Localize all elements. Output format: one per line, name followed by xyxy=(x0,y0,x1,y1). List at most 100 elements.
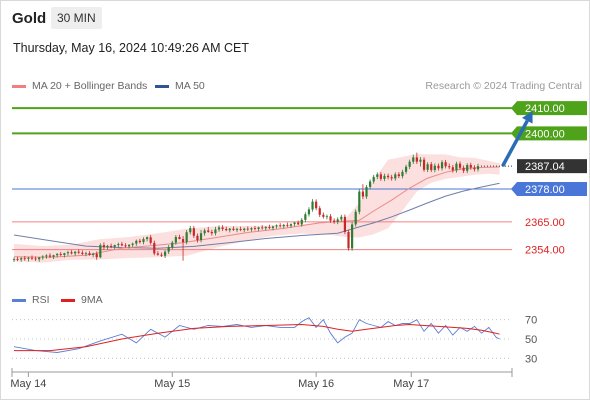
candle-body xyxy=(340,216,343,220)
candle-body xyxy=(84,253,88,255)
candle-body xyxy=(192,228,195,236)
candle-body xyxy=(59,253,62,255)
candle-body xyxy=(81,252,84,254)
candle-body xyxy=(451,167,454,171)
candle-body xyxy=(390,177,393,179)
candle-body xyxy=(124,245,127,247)
candle-body xyxy=(171,242,174,248)
ma50-line xyxy=(13,182,500,249)
candle-body xyxy=(365,186,368,197)
timeframe-button[interactable]: 30 MIN xyxy=(51,7,102,29)
candle-body xyxy=(293,222,296,225)
candle-body xyxy=(189,228,192,233)
credit-text: Research © 2024 Trading Central xyxy=(425,80,582,92)
candle-body xyxy=(142,239,145,243)
forecast-arrow-shaft xyxy=(501,119,529,167)
legend-item-ma50: MA 50 xyxy=(155,80,205,92)
candle-body xyxy=(412,157,415,162)
candle-body xyxy=(347,231,350,249)
candle-body xyxy=(48,255,52,257)
candle-body xyxy=(433,165,436,171)
candle-body xyxy=(372,176,375,182)
legend-item-9ma: 9MA xyxy=(61,294,103,306)
rsi-9ma-line xyxy=(14,323,500,352)
candle-body xyxy=(401,171,404,177)
candle-body xyxy=(318,208,321,215)
candle-body xyxy=(458,163,462,168)
candle-body xyxy=(163,251,167,256)
candle-body xyxy=(257,227,260,229)
candle-body xyxy=(145,237,149,240)
candle-body xyxy=(210,231,213,234)
candle-body xyxy=(264,226,267,229)
candle-body xyxy=(250,228,253,230)
ma20-line xyxy=(13,166,500,258)
candle-body xyxy=(271,226,275,228)
candle-body xyxy=(52,255,55,257)
candle-body xyxy=(196,235,199,241)
candle-body xyxy=(455,163,458,171)
candle-body xyxy=(160,254,163,256)
candle-body xyxy=(462,167,465,171)
x-tick-label: May 16 xyxy=(298,378,334,390)
candle-body xyxy=(361,191,364,197)
candle-body xyxy=(279,225,282,227)
candle-body xyxy=(329,216,332,221)
candle-body xyxy=(203,230,206,234)
candle-body xyxy=(426,164,429,170)
candle-body xyxy=(246,228,249,230)
candle-body xyxy=(351,224,354,249)
candle-body xyxy=(30,257,34,259)
candle-body xyxy=(131,243,134,245)
candle-body xyxy=(440,162,444,169)
forecast-arrow-head xyxy=(522,111,533,124)
candle-body xyxy=(88,253,91,255)
candle-body xyxy=(34,258,37,260)
candle-body xyxy=(20,258,23,260)
candle-body xyxy=(110,245,113,247)
candle-body xyxy=(333,220,336,222)
candle-body xyxy=(404,166,408,172)
candle-body xyxy=(199,233,203,241)
candle-body xyxy=(325,216,329,218)
candle-body xyxy=(368,181,372,187)
candle-body xyxy=(225,228,228,231)
candle-body xyxy=(95,253,98,258)
candle-body xyxy=(221,227,224,229)
candle-body xyxy=(235,228,239,230)
candle-body xyxy=(397,174,400,177)
candle-body xyxy=(74,251,77,254)
candle-body xyxy=(408,161,411,167)
candle-body xyxy=(102,245,106,248)
chart-header: Gold 30 MIN xyxy=(0,0,588,36)
candle-body xyxy=(70,252,73,254)
level-label-2354.00: 2354.00 xyxy=(525,245,565,257)
level-pointer-2378.00 xyxy=(511,182,517,196)
candle-body xyxy=(289,224,293,226)
candle-body xyxy=(66,252,70,254)
candle-body xyxy=(181,239,185,243)
candle-body xyxy=(99,245,102,258)
candle-body xyxy=(63,253,66,255)
instrument-title: Gold xyxy=(12,10,47,27)
candle-body xyxy=(41,256,44,258)
candle-body xyxy=(207,230,210,232)
level-tag-2410.00 xyxy=(517,101,587,116)
candle-body xyxy=(469,164,472,168)
candle-body xyxy=(92,253,95,255)
candle-body xyxy=(23,258,26,260)
x-tick-label: May 15 xyxy=(154,378,190,390)
legend-swatch-ma20 xyxy=(12,84,26,88)
level-label-2400.00: 2400.00 xyxy=(525,128,565,140)
candle-body xyxy=(437,165,440,169)
legend-item-rsi: RSI xyxy=(12,294,50,306)
level-label-2378.00: 2378.00 xyxy=(525,184,565,196)
level-tag-2400.00 xyxy=(517,126,587,141)
candle-body xyxy=(275,225,278,227)
candle-body xyxy=(239,228,242,230)
candle-body xyxy=(174,237,177,243)
candle-body xyxy=(422,159,426,170)
candle-body xyxy=(138,240,141,243)
candle-body xyxy=(120,244,124,246)
